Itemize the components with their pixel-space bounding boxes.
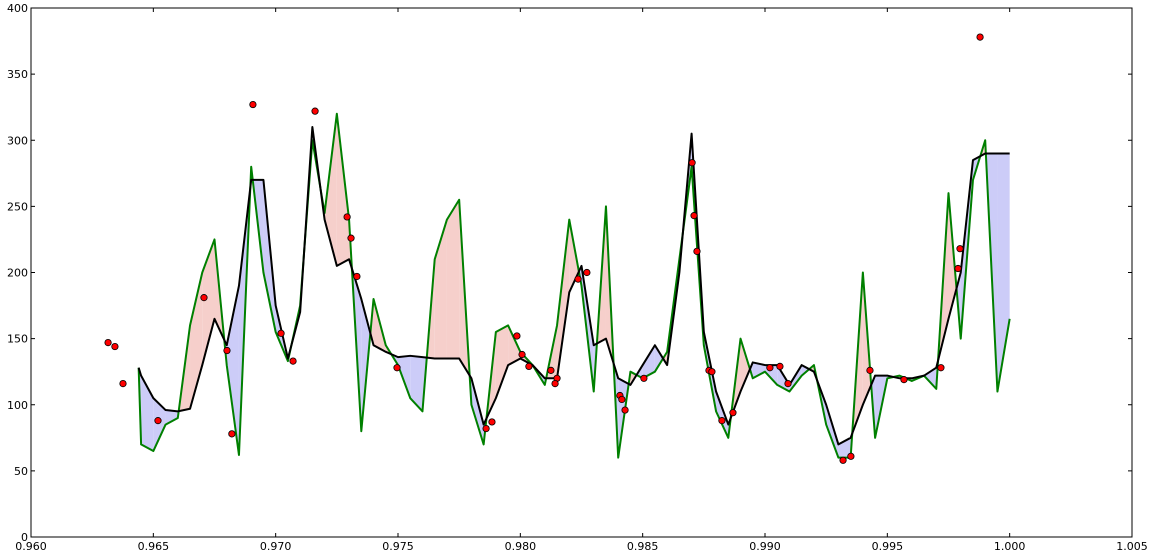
marker-point — [228, 430, 236, 438]
fill-between — [495, 325, 509, 399]
marker-point — [956, 245, 964, 253]
marker-point — [708, 368, 716, 376]
x-tick-label: 0.985 — [627, 540, 659, 553]
x-tick-label: 0.975 — [382, 540, 414, 553]
fill-between — [471, 378, 484, 445]
fill-between — [752, 362, 765, 379]
marker-point — [847, 452, 855, 460]
x-tick-label: 1.000 — [994, 540, 1026, 553]
x-tick-label: 0.995 — [872, 540, 904, 553]
fill-between — [446, 199, 460, 359]
fill-between — [410, 355, 423, 412]
marker-point — [937, 364, 945, 372]
y-tick-label: 350 — [7, 68, 28, 81]
marker-point — [525, 362, 533, 370]
fill-between — [642, 345, 655, 379]
marker-point — [574, 275, 582, 283]
marker-point — [693, 247, 701, 255]
marker-point — [954, 264, 962, 273]
marker-point — [618, 395, 626, 404]
marker-point — [482, 424, 490, 433]
marker-point — [289, 357, 297, 365]
marker-point — [551, 379, 559, 388]
marker-point — [583, 268, 591, 277]
fill-between — [165, 410, 178, 425]
marker-point — [353, 272, 361, 281]
y-tick-label: 400 — [7, 2, 28, 15]
marker-point — [223, 346, 231, 355]
x-tick-label: 0.965 — [138, 540, 170, 553]
marker-point — [518, 350, 526, 359]
x-tick-label: 0.970 — [260, 540, 292, 553]
fill-between — [654, 345, 664, 372]
fill-between — [716, 391, 729, 438]
x-tick-label: 0.990 — [749, 540, 781, 553]
marker-point — [547, 366, 555, 374]
marker-point — [866, 366, 874, 374]
fill-between — [557, 219, 570, 379]
marker-point — [776, 362, 784, 370]
marker-point — [154, 417, 162, 425]
fill-between — [740, 338, 750, 392]
marker-point — [249, 100, 257, 109]
marker-point — [976, 33, 984, 41]
fill-between — [153, 398, 166, 452]
marker-point — [119, 379, 127, 388]
marker-point — [729, 409, 737, 417]
marker-point — [718, 417, 726, 425]
marker-point — [900, 376, 908, 384]
marker-point — [766, 364, 774, 372]
line — [137, 126, 1010, 446]
y-tick-label: 250 — [7, 200, 28, 213]
fill-between — [434, 219, 447, 359]
line — [137, 112, 1011, 459]
marker-point — [200, 294, 208, 302]
y-tick-label: 0 — [21, 531, 28, 544]
fill-between — [226, 285, 239, 456]
fill-between — [508, 325, 521, 366]
marker-point — [277, 329, 285, 337]
x-tick-label: 1.005 — [1116, 540, 1148, 553]
x-tick-label: 0.960 — [15, 540, 47, 553]
marker-point — [621, 406, 629, 414]
marker-point — [104, 338, 112, 347]
x-tick-label: 0.980 — [505, 540, 537, 553]
marker-point — [393, 364, 401, 372]
marker-point — [513, 332, 521, 340]
fill-between — [924, 367, 937, 389]
marker-point — [640, 374, 648, 382]
marker-point — [343, 213, 351, 221]
fill-between — [202, 239, 215, 366]
marker-point — [347, 234, 355, 242]
y-tick-label: 50 — [14, 465, 28, 478]
fill-between — [336, 113, 350, 266]
y-tick-label: 100 — [7, 399, 28, 412]
marker-point — [839, 456, 847, 464]
y-tick-label: 150 — [7, 333, 28, 346]
marker-point — [690, 212, 698, 220]
y-tick-label: 200 — [7, 267, 28, 280]
marker-point — [688, 159, 696, 167]
marker-point — [488, 418, 496, 426]
y-tick-label: 300 — [7, 134, 28, 147]
marker-point — [784, 379, 792, 388]
marker-point — [111, 342, 119, 351]
marker-point — [311, 107, 319, 115]
